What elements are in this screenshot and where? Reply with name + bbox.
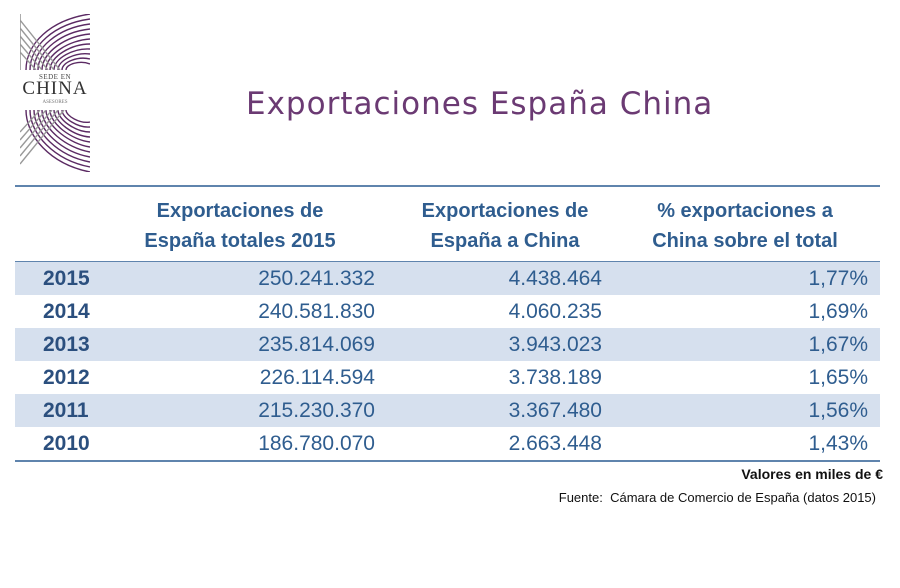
year-cell: 2014	[43, 300, 90, 323]
exports-table: Exportaciones de España totales 2015 Exp…	[15, 185, 880, 462]
china-exports-cell: 3.943.023	[508, 333, 602, 356]
header-china-percent: % exportaciones a China sobre el total	[630, 196, 860, 256]
china-exports-cell: 4.438.464	[508, 267, 602, 290]
year-cell: 2012	[43, 366, 90, 389]
table-row: 2012 226.114.594 3.738.189 1,65%	[15, 361, 880, 394]
table-row: 2014 240.581.830 4.060.235 1,69%	[15, 295, 880, 328]
china-exports-cell: 2.663.448	[508, 432, 602, 455]
page-title: Exportaciones España China	[246, 86, 714, 122]
year-cell: 2013	[43, 333, 90, 356]
header-total-exports: Exportaciones de España totales 2015	[125, 196, 355, 256]
percent-cell: 1,43%	[808, 432, 868, 455]
table-row: 2015 250.241.332 4.438.464 1,77%	[15, 262, 880, 295]
percent-cell: 1,56%	[808, 399, 868, 422]
total-exports-cell: 215.230.370	[258, 399, 375, 422]
table-header-row: Exportaciones de España totales 2015 Exp…	[15, 187, 880, 261]
header-divider	[15, 261, 880, 262]
year-cell: 2011	[43, 399, 89, 422]
table-top-rule	[15, 185, 880, 187]
header-line: % exportaciones a	[657, 200, 833, 222]
china-exports-cell: 3.367.480	[508, 399, 602, 422]
header-china-exports: Exportaciones de España a China	[395, 196, 615, 256]
header-line: España a China	[430, 230, 580, 252]
sede-en-china-logo	[20, 14, 90, 172]
china-exports-cell: 3.738.189	[508, 366, 602, 389]
china-exports-cell: 4.060.235	[508, 300, 602, 323]
year-cell: 2010	[43, 432, 90, 455]
logo-text-sub: ASESORES	[42, 100, 68, 105]
percent-cell: 1,67%	[808, 333, 868, 356]
header-line: Exportaciones de	[421, 200, 589, 222]
total-exports-cell: 186.780.070	[258, 432, 375, 455]
source-note: Fuente: Cámara de Comercio de España (da…	[558, 490, 876, 505]
total-exports-cell: 240.581.830	[258, 300, 375, 323]
header-line: Exportaciones de	[156, 200, 324, 222]
total-exports-cell: 250.241.332	[258, 267, 375, 290]
table-row: 2011 215.230.370 3.367.480 1,56%	[15, 394, 880, 427]
total-exports-cell: 235.814.069	[258, 333, 375, 356]
percent-cell: 1,69%	[808, 300, 868, 323]
logo-text-main: CHINA	[22, 78, 88, 99]
percent-cell: 1,77%	[808, 267, 868, 290]
logo-text-top: SEDE EN	[38, 73, 72, 81]
total-exports-cell: 226.114.594	[259, 366, 375, 389]
percent-cell: 1,65%	[808, 366, 868, 389]
header-line: China sobre el total	[652, 230, 838, 252]
units-note: Valores en miles de €	[741, 466, 883, 482]
year-cell: 2015	[43, 267, 90, 290]
table-row: 2010 186.780.070 2.663.448 1,43%	[15, 427, 880, 460]
table-bottom-rule	[15, 460, 880, 462]
table-row: 2013 235.814.069 3.943.023 1,67%	[15, 328, 880, 361]
header-line: España totales 2015	[144, 230, 336, 252]
